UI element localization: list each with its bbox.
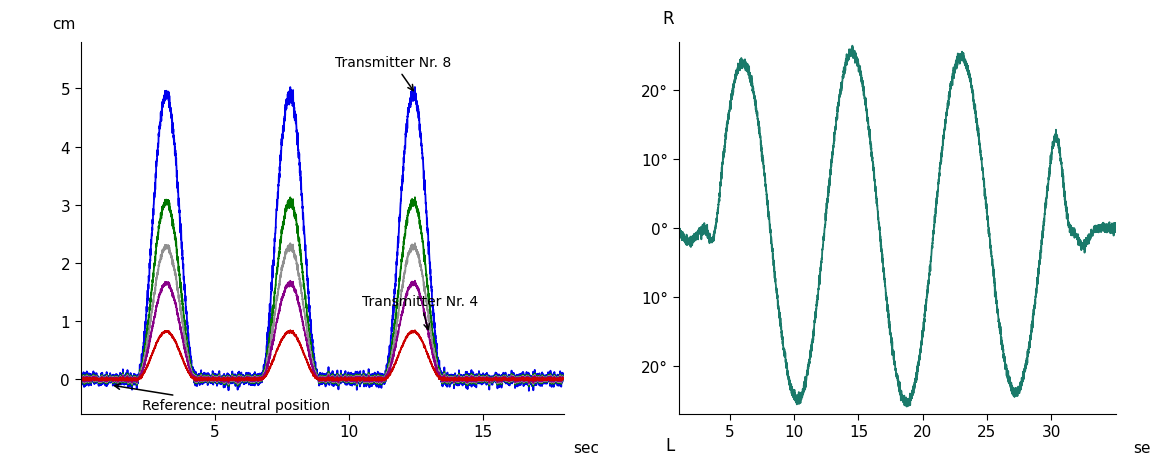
Text: L: L xyxy=(665,436,674,455)
Text: cm: cm xyxy=(52,17,76,32)
Text: Transmitter Nr. 4: Transmitter Nr. 4 xyxy=(362,294,478,330)
Text: R: R xyxy=(662,10,674,28)
Text: sec: sec xyxy=(1133,440,1150,455)
Text: sec: sec xyxy=(573,440,599,455)
Text: Transmitter Nr. 8: Transmitter Nr. 8 xyxy=(336,56,452,91)
Text: Reference: neutral position: Reference: neutral position xyxy=(115,384,330,412)
